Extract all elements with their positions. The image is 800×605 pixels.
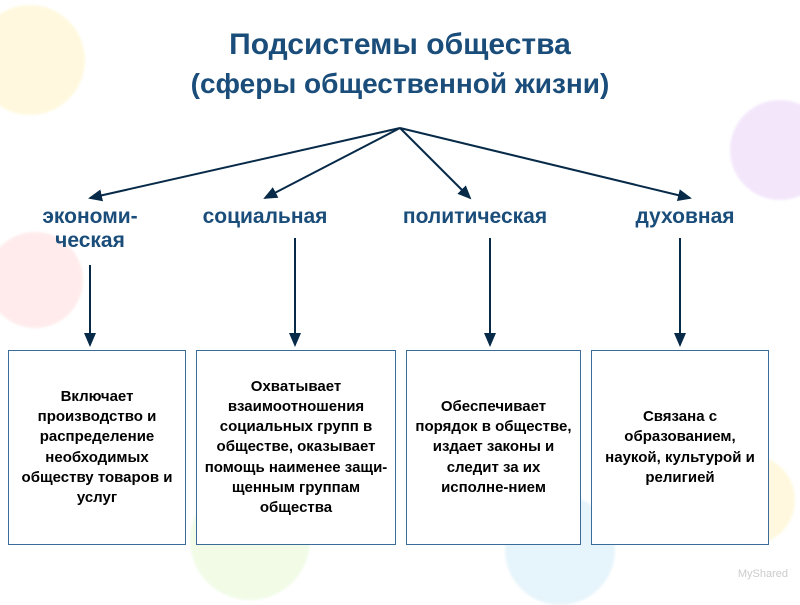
title-line-1: Подсистемы общества: [0, 28, 800, 62]
category-label: духовная: [635, 205, 734, 228]
box-political: Обеспечивает порядок в обществе, издает …: [406, 350, 581, 545]
box-economic: Включает производство и распределение не…: [8, 350, 186, 545]
category-spiritual: духовная: [615, 205, 755, 229]
watermark: MyShared: [738, 568, 788, 580]
category-label: социальная: [203, 205, 328, 228]
box-text: Связана с образованием, наукой, культуро…: [598, 407, 762, 488]
box-social: Охватывает взаимоотношения социальных гр…: [196, 350, 396, 545]
title-block: Подсистемы общества (сферы общественной …: [0, 0, 800, 100]
category-label: политическая: [403, 205, 547, 228]
box-spiritual: Связана с образованием, наукой, культуро…: [591, 350, 769, 545]
title-line-2: (сферы общественной жизни): [0, 68, 800, 100]
category-label-line2: ческая: [15, 229, 165, 253]
category-political: политическая: [375, 205, 575, 229]
category-label: экономи-: [42, 205, 137, 228]
category-social: социальная: [185, 205, 345, 229]
box-text: Охватывает взаимоотношения социальных гр…: [203, 377, 389, 519]
category-economic: экономи- ческая: [15, 205, 165, 253]
box-text: Обеспечивает порядок в обществе, издает …: [413, 397, 574, 498]
box-text: Включает производство и распределение не…: [15, 387, 179, 509]
